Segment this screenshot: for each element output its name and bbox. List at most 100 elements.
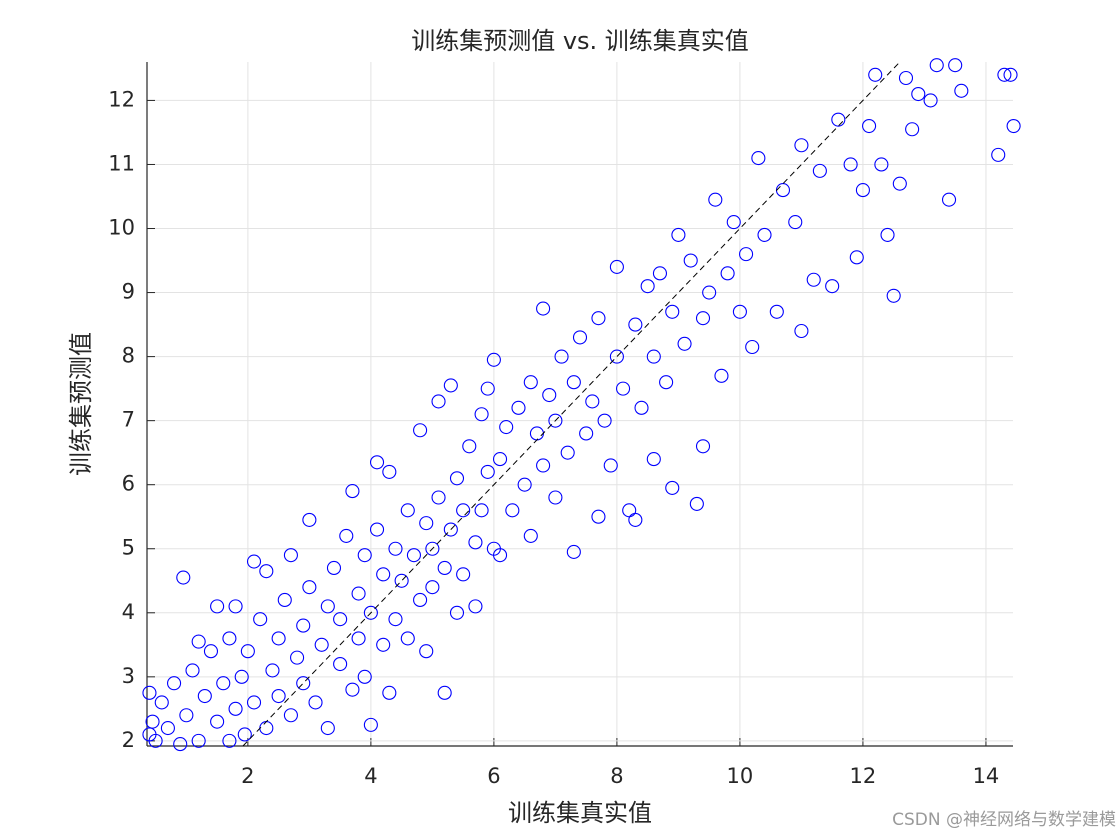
point	[560, 445, 575, 460]
point	[991, 147, 1006, 162]
point	[708, 192, 723, 207]
point	[283, 708, 298, 723]
point	[603, 458, 618, 473]
point	[437, 560, 452, 576]
point	[659, 375, 674, 390]
point	[345, 682, 360, 697]
point	[210, 599, 225, 614]
point	[788, 215, 803, 230]
point	[640, 279, 655, 294]
point	[843, 157, 858, 172]
point	[148, 733, 163, 748]
point	[246, 554, 262, 569]
point	[210, 714, 225, 729]
x-tick-label: 2	[241, 764, 254, 788]
point	[167, 676, 182, 691]
point	[886, 288, 901, 303]
identity-line	[242, 61, 901, 747]
y-tick-label: 5	[122, 536, 135, 560]
point	[154, 695, 169, 710]
point	[222, 631, 237, 646]
point	[874, 157, 889, 172]
point	[609, 349, 624, 364]
point	[794, 138, 809, 153]
point	[357, 548, 372, 563]
point	[892, 176, 907, 191]
point	[320, 721, 335, 736]
y-tick-label: 8	[122, 344, 135, 368]
point	[646, 349, 661, 364]
point	[234, 669, 249, 684]
point	[677, 336, 692, 351]
point	[376, 567, 391, 582]
point	[345, 484, 360, 499]
point	[523, 375, 538, 390]
point	[695, 439, 711, 454]
y-tick-label: 12	[108, 87, 135, 111]
point	[572, 330, 588, 345]
point	[468, 535, 483, 550]
point	[591, 311, 606, 326]
point	[689, 496, 704, 511]
point	[191, 733, 206, 748]
point	[246, 695, 262, 710]
point	[745, 339, 760, 355]
point	[702, 285, 717, 300]
point	[145, 714, 160, 729]
point	[646, 452, 661, 467]
point	[554, 349, 569, 364]
point	[492, 548, 508, 563]
point	[634, 400, 649, 415]
point	[176, 570, 191, 585]
point	[382, 464, 397, 479]
point	[769, 304, 784, 319]
watermark: CSDN @神经网络与数学建模	[892, 810, 1116, 830]
point	[419, 516, 434, 531]
point	[720, 266, 735, 281]
point	[480, 381, 495, 396]
point	[492, 452, 508, 467]
point	[437, 685, 452, 700]
point	[456, 503, 471, 518]
point	[197, 688, 212, 704]
y-tick-label: 11	[108, 151, 135, 175]
point	[714, 368, 729, 383]
point	[862, 118, 877, 134]
point	[806, 272, 821, 287]
point	[812, 163, 827, 178]
point	[413, 592, 428, 608]
point	[1003, 67, 1018, 82]
point	[357, 669, 372, 684]
point	[591, 509, 606, 524]
point	[609, 259, 624, 274]
point	[339, 528, 354, 543]
point	[449, 471, 465, 486]
point	[388, 612, 403, 627]
point	[173, 737, 188, 752]
point	[474, 407, 489, 422]
point	[499, 420, 514, 435]
point	[369, 455, 385, 470]
x-tick-label: 6	[487, 764, 500, 788]
point	[296, 676, 311, 691]
point	[923, 93, 938, 108]
point	[948, 58, 963, 73]
point	[585, 394, 600, 409]
point	[179, 708, 194, 723]
point	[296, 618, 311, 633]
point	[739, 247, 754, 262]
point	[486, 352, 501, 367]
point	[240, 644, 255, 659]
point	[333, 612, 348, 627]
point	[616, 381, 631, 396]
point	[413, 423, 428, 438]
point	[911, 86, 926, 102]
y-tick-label: 7	[122, 408, 135, 432]
point	[695, 311, 711, 326]
point	[536, 301, 551, 316]
point	[425, 580, 440, 595]
point	[536, 458, 551, 473]
point	[1006, 118, 1021, 134]
y-tick-label: 10	[108, 216, 135, 240]
